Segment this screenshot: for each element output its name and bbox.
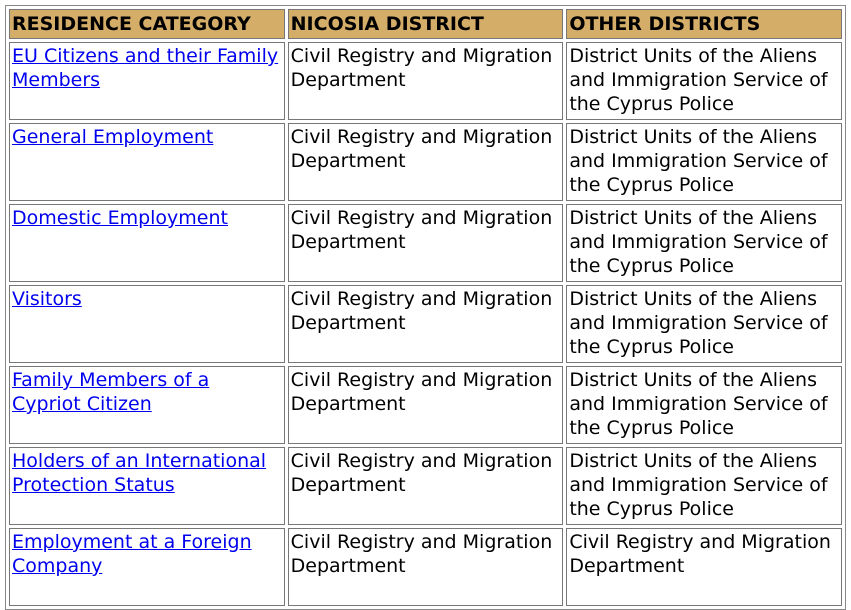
other-districts-cell: District Units of the Aliens and Immigra… xyxy=(566,123,842,201)
table-row: Employment at a Foreign Company Civil Reg… xyxy=(9,528,842,606)
other-districts-cell: District Units of the Aliens and Immigra… xyxy=(566,285,842,363)
category-link[interactable]: Family Members of a Cypriot Citizen xyxy=(12,369,210,415)
header-row: RESIDENCE CATEGORY NICOSIA DISTRICT OTHE… xyxy=(9,9,842,39)
table-row: Holders of an International Protection S… xyxy=(9,447,842,525)
category-cell: Family Members of a Cypriot Citizen xyxy=(9,366,285,444)
category-link[interactable]: Employment at a Foreign Company xyxy=(12,531,252,577)
nicosia-cell: Civil Registry and Migration Department xyxy=(287,366,564,444)
other-districts-cell: District Units of the Aliens and Immigra… xyxy=(566,204,842,282)
header-category: RESIDENCE CATEGORY xyxy=(9,9,285,39)
table-row: Visitors Civil Registry and Migration Dep… xyxy=(9,285,842,363)
header-nicosia: NICOSIA DISTRICT xyxy=(287,9,564,39)
header-other: OTHER DISTRICTS xyxy=(566,9,842,39)
category-cell: Holders of an International Protection S… xyxy=(9,447,285,525)
category-link[interactable]: Holders of an International Protection S… xyxy=(12,450,267,496)
category-cell: General Employment xyxy=(9,123,285,201)
other-districts-cell: District Units of the Aliens and Immigra… xyxy=(566,447,842,525)
nicosia-cell: Civil Registry and Migration Department xyxy=(287,204,564,282)
category-link[interactable]: Visitors xyxy=(12,288,82,310)
category-cell: Visitors xyxy=(9,285,285,363)
residence-table: RESIDENCE CATEGORY NICOSIA DISTRICT OTHE… xyxy=(5,5,846,610)
nicosia-cell: Civil Registry and Migration Department xyxy=(287,447,564,525)
table-row: Family Members of a Cypriot Citizen Civil… xyxy=(9,366,842,444)
nicosia-cell: Civil Registry and Migration Department xyxy=(287,42,564,120)
nicosia-cell: Civil Registry and Migration Department xyxy=(287,285,564,363)
category-cell: EU Citizens and their Family Members xyxy=(9,42,285,120)
other-districts-cell: District Units of the Aliens and Immigra… xyxy=(566,366,842,444)
other-districts-cell: District Units of the Aliens and Immigra… xyxy=(566,42,842,120)
nicosia-cell: Civil Registry and Migration Department xyxy=(287,123,564,201)
table-row: Domestic Employment Civil Registry and Mi… xyxy=(9,204,842,282)
table-row: EU Citizens and their Family Members Civi… xyxy=(9,42,842,120)
category-cell: Domestic Employment xyxy=(9,204,285,282)
category-cell: Employment at a Foreign Company xyxy=(9,528,285,606)
other-districts-cell: Civil Registry and Migration Department xyxy=(566,528,842,606)
category-link[interactable]: EU Citizens and their Family Members xyxy=(12,45,279,91)
category-link[interactable]: General Employment xyxy=(12,126,214,148)
table-row: General Employment Civil Registry and Mig… xyxy=(9,123,842,201)
category-link[interactable]: Domestic Employment xyxy=(12,207,228,229)
nicosia-cell: Civil Registry and Migration Department xyxy=(287,528,564,606)
